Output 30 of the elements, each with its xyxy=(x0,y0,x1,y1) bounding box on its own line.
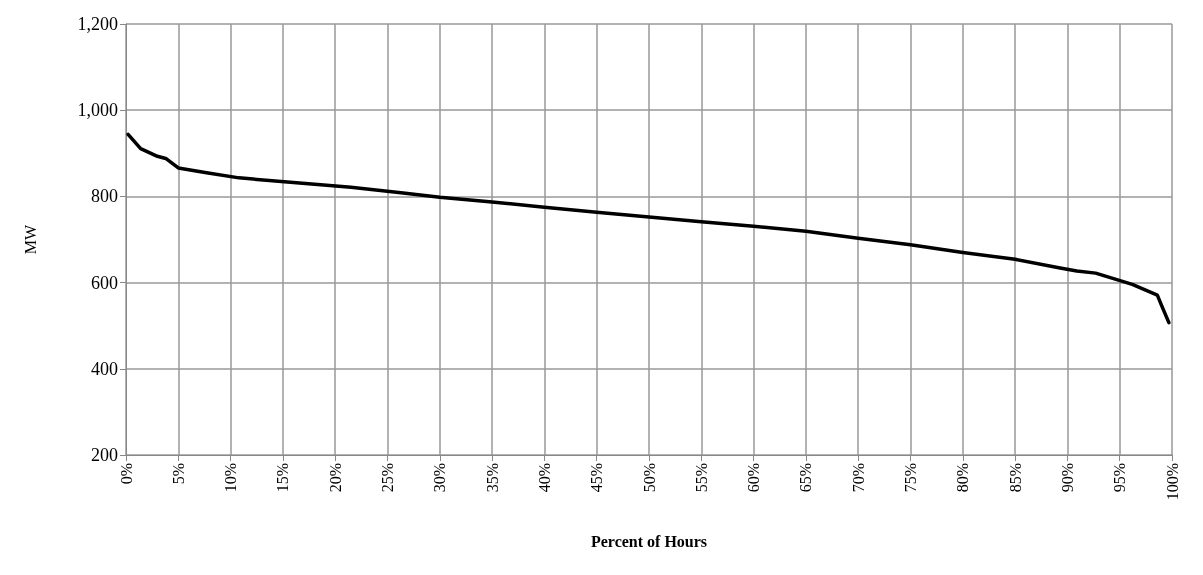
x-tick-label: 95% xyxy=(1111,463,1129,493)
x-tick-label: 60% xyxy=(745,463,763,493)
x-tick-label: 70% xyxy=(849,463,867,493)
line-series xyxy=(126,132,1171,325)
y-tick-label: 600 xyxy=(91,272,118,293)
x-tick-label: 40% xyxy=(535,463,553,493)
y-tick-label: 800 xyxy=(91,186,118,207)
y-tick-label: 1,000 xyxy=(77,100,118,121)
x-tick-label: 20% xyxy=(326,463,344,493)
x-tick-label: 50% xyxy=(640,463,658,493)
y-tick-label: 200 xyxy=(91,445,118,465)
x-tick-label: 75% xyxy=(902,463,919,493)
x-tick-label: 45% xyxy=(588,463,606,493)
x-tick-label: 15% xyxy=(274,463,292,493)
x-tick-label: 90% xyxy=(1058,463,1076,493)
x-tick-label: 0% xyxy=(117,463,135,485)
x-tick-label: 65% xyxy=(797,463,815,493)
x-tick-label: 25% xyxy=(379,463,396,493)
x-tick-label: 35% xyxy=(483,463,501,493)
y-tick-label: 400 xyxy=(91,358,118,379)
x-tick-label: 5% xyxy=(169,463,187,485)
y-axis-title: MW xyxy=(21,223,39,255)
x-tick-label: 85% xyxy=(1006,463,1024,493)
x-axis-title: Percent of Hours xyxy=(590,532,708,550)
x-tick-label: 80% xyxy=(954,463,972,493)
x-tick-label: 10% xyxy=(222,463,240,493)
x-tick-label: 55% xyxy=(692,463,710,493)
y-tick-label: 1,200 xyxy=(77,14,118,34)
x-tick-label: 30% xyxy=(431,463,449,493)
x-tick-label: 100% xyxy=(1163,463,1181,501)
